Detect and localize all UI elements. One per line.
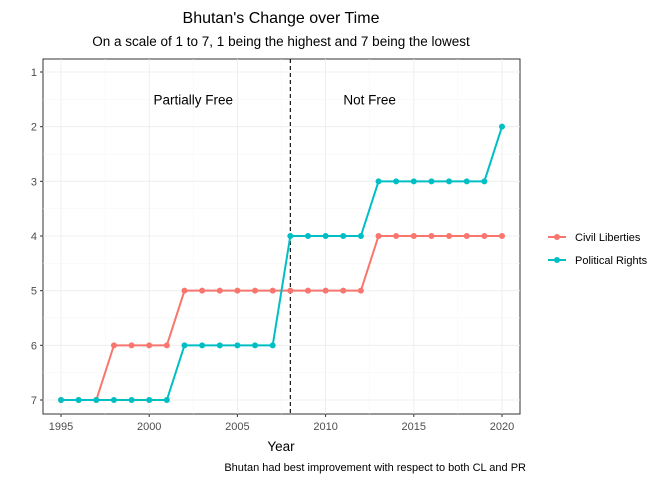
data-point-political-rights: [322, 233, 329, 239]
y-tick-label: 3: [31, 176, 37, 188]
legend-key-point: [554, 234, 560, 240]
data-point-civil-liberties: [357, 287, 364, 294]
legend-label: Civil Liberties: [575, 232, 641, 244]
legend: Civil Liberties Political Rights: [548, 232, 648, 267]
data-point-civil-liberties: [146, 342, 153, 349]
data-point-civil-liberties: [393, 233, 400, 239]
annotation-layer: Partially Free Not Free: [154, 92, 396, 107]
y-tick-label: 4: [31, 231, 37, 243]
y-axis: 1 2 3 4 5 6 7: [31, 67, 43, 407]
legend-key-point: [554, 257, 560, 263]
data-point-civil-liberties: [163, 342, 170, 349]
data-point-political-rights: [340, 233, 347, 239]
y-tick-label: 5: [31, 286, 37, 298]
data-point-political-rights: [410, 178, 417, 185]
data-point-political-rights: [357, 233, 364, 239]
y-tick-label: 6: [31, 340, 37, 352]
y-tick-label: 7: [31, 395, 37, 407]
x-tick-label: 2010: [313, 421, 337, 433]
data-point-civil-liberties: [499, 233, 505, 239]
data-point-political-rights: [252, 342, 259, 349]
x-tick-label: 1995: [49, 421, 73, 433]
annotation-partially-free: Partially Free: [154, 92, 234, 107]
data-point-civil-liberties: [410, 233, 417, 239]
data-point-political-rights: [463, 178, 470, 185]
x-tick-label: 2020: [490, 421, 514, 433]
data-point-political-rights: [163, 397, 170, 403]
data-point-political-rights: [393, 178, 400, 185]
data-point-civil-liberties: [216, 287, 223, 294]
data-point-civil-liberties: [252, 287, 259, 294]
chart-caption: Bhutan had best improvement with respect…: [224, 462, 526, 474]
data-point-political-rights: [499, 123, 505, 130]
chart-title: Bhutan's Change over Time: [183, 10, 380, 27]
y-tick-label: 2: [31, 122, 37, 134]
data-point-civil-liberties: [110, 342, 117, 349]
data-point-civil-liberties: [340, 287, 347, 294]
x-tick-label: 2015: [402, 421, 426, 433]
data-point-civil-liberties: [375, 233, 382, 239]
data-point-civil-liberties: [322, 287, 329, 294]
series-layer: [58, 123, 505, 403]
data-point-political-rights: [93, 397, 100, 403]
data-point-civil-liberties: [287, 287, 294, 294]
legend-item-civil-liberties: Civil Liberties: [548, 232, 641, 244]
data-point-civil-liberties: [481, 233, 488, 239]
data-point-civil-liberties: [234, 287, 241, 294]
data-point-civil-liberties: [463, 233, 470, 239]
chart-subtitle: On a scale of 1 to 7, 1 being the highes…: [92, 34, 470, 49]
data-point-civil-liberties: [446, 233, 453, 239]
x-axis-title: Year: [267, 439, 295, 454]
data-point-civil-liberties: [128, 342, 135, 349]
data-point-political-rights: [58, 397, 64, 403]
legend-item-political-rights: Political Rights: [548, 255, 648, 267]
annotation-not-free: Not Free: [343, 92, 396, 107]
x-tick-label: 2000: [137, 421, 161, 433]
data-point-political-rights: [181, 342, 188, 349]
data-point-political-rights: [375, 178, 382, 185]
y-tick-label: 1: [31, 67, 37, 79]
data-point-political-rights: [146, 397, 153, 403]
data-point-political-rights: [287, 233, 294, 239]
data-point-political-rights: [199, 342, 206, 349]
x-tick-label: 2005: [225, 421, 249, 433]
data-point-political-rights: [110, 397, 117, 403]
data-point-political-rights: [428, 178, 435, 185]
data-point-civil-liberties: [269, 287, 276, 294]
data-point-political-rights: [481, 178, 488, 185]
data-point-political-rights: [216, 342, 223, 349]
data-point-civil-liberties: [304, 287, 311, 294]
data-point-political-rights: [446, 178, 453, 185]
data-point-political-rights: [75, 397, 82, 403]
legend-label: Political Rights: [575, 255, 648, 267]
data-point-political-rights: [234, 342, 241, 349]
x-axis: 1995 2000 2005 2010 2015 2020: [49, 414, 514, 433]
data-point-political-rights: [269, 342, 276, 349]
data-point-civil-liberties: [428, 233, 435, 239]
data-point-civil-liberties: [181, 287, 188, 294]
data-point-political-rights: [304, 233, 311, 239]
data-point-political-rights: [128, 397, 135, 403]
series-political-rights: [58, 123, 505, 403]
data-point-civil-liberties: [199, 287, 206, 294]
